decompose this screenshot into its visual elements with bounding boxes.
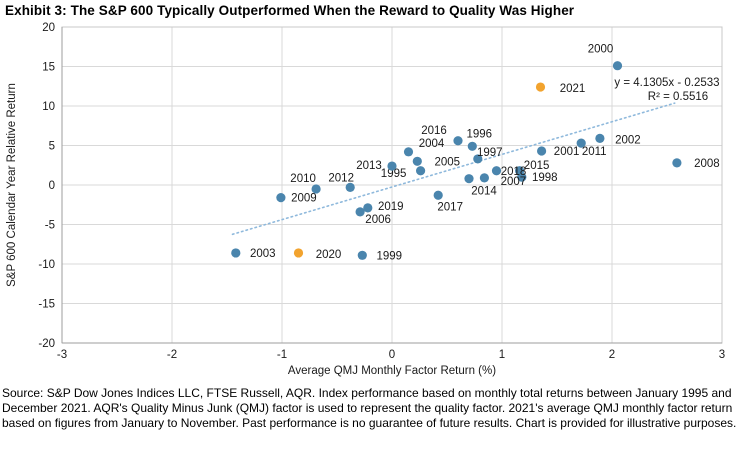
trendline [231, 102, 676, 236]
data-point-label-2012: 2012 [328, 172, 354, 184]
chart-title: Exhibit 3: The S&P 600 Typically Outperf… [5, 3, 575, 18]
data-point-1999 [357, 250, 367, 260]
data-point-2001 [537, 146, 547, 156]
y-tick-label: -20 [38, 338, 55, 350]
data-point-2002 [595, 133, 605, 143]
data-point-2003 [231, 248, 241, 258]
data-point-2011 [576, 138, 586, 148]
data-point-2010 [311, 184, 321, 194]
x-tick-label: 0 [389, 349, 395, 361]
y-tick-label: 20 [42, 22, 55, 34]
data-point-label-2002: 2002 [615, 134, 641, 146]
data-point-2018 [491, 166, 502, 176]
data-point-label-1998: 1998 [532, 172, 558, 184]
data-point-2012 [345, 182, 355, 192]
y-tick-label: 5 [49, 141, 55, 153]
data-point-label-2005: 2005 [435, 156, 461, 168]
trendline-equation: y = 4.1305x - 0.2533 [614, 77, 719, 89]
data-point-label-2003: 2003 [250, 248, 276, 260]
x-axis-title: Average QMJ Monthly Factor Return (%) [288, 365, 496, 377]
data-point-1995 [416, 166, 426, 176]
data-point-label-2001: 2001 [554, 146, 580, 158]
y-tick-label: 10 [42, 101, 55, 113]
data-point-2016 [453, 136, 463, 146]
data-point-label-2014: 2014 [471, 186, 497, 198]
data-point-label-2013: 2013 [356, 160, 382, 172]
data-point-2006 [355, 207, 365, 217]
y-tick-label: -15 [38, 299, 55, 311]
data-point-2004 [403, 147, 414, 157]
data-point-2021 [535, 82, 546, 92]
y-axis-title: S&P 600 Calendar Year Relative Return [6, 83, 18, 287]
data-point-label-2009: 2009 [291, 193, 317, 205]
source-note: Source: S&P Dow Jones Indices LLC, FTSE … [2, 386, 737, 431]
data-point-2008 [672, 158, 682, 168]
data-point-label-2017: 2017 [437, 201, 463, 213]
y-tick-label: -5 [45, 220, 55, 232]
data-point-label-2018: 2018 [501, 166, 527, 178]
data-point-1996 [467, 141, 477, 151]
data-point-label-2008: 2008 [694, 158, 720, 170]
x-tick-label: 3 [719, 349, 725, 361]
data-point-label-1996: 1996 [467, 128, 493, 140]
data-point-1997 [473, 154, 483, 164]
x-tick-label: -3 [57, 349, 67, 361]
data-point-label-2004: 2004 [419, 138, 445, 150]
trendline-r-squared: R² = 0.5516 [648, 91, 708, 103]
data-point-2019 [363, 203, 373, 213]
data-point-2009 [276, 193, 286, 203]
data-point-label-2020: 2020 [316, 249, 342, 261]
x-tick-label: 2 [609, 349, 615, 361]
y-tick-label: 15 [42, 62, 55, 74]
data-point-label-2019: 2019 [378, 201, 404, 213]
data-point-label-2015: 2015 [524, 160, 550, 172]
x-tick-label: -2 [167, 349, 177, 361]
data-point-2000 [612, 61, 623, 71]
data-point-label-2007: 2007 [501, 176, 527, 188]
data-point-2005 [412, 156, 422, 166]
data-point-label-2016: 2016 [421, 125, 447, 137]
data-point-label-2021: 2021 [560, 83, 586, 95]
data-point-2017 [433, 190, 443, 200]
y-tick-label: -10 [38, 259, 55, 271]
data-point-2007 [479, 173, 489, 183]
y-tick-label: 0 [49, 180, 55, 192]
data-point-label-2011: 2011 [582, 146, 607, 158]
x-tick-label: 1 [499, 349, 505, 361]
data-point-2020 [293, 248, 304, 258]
data-point-2015 [515, 166, 525, 176]
data-point-label-1995: 1995 [381, 168, 407, 180]
data-point-label-1997: 1997 [477, 147, 503, 159]
data-point-label-2000: 2000 [588, 44, 614, 56]
data-point-2014 [464, 174, 474, 184]
data-point-label-2006: 2006 [365, 214, 391, 226]
x-tick-label: -1 [277, 349, 287, 361]
data-point-label-1999: 1999 [377, 250, 403, 262]
data-point-label-2010: 2010 [290, 173, 316, 185]
data-point-2013 [387, 161, 397, 171]
